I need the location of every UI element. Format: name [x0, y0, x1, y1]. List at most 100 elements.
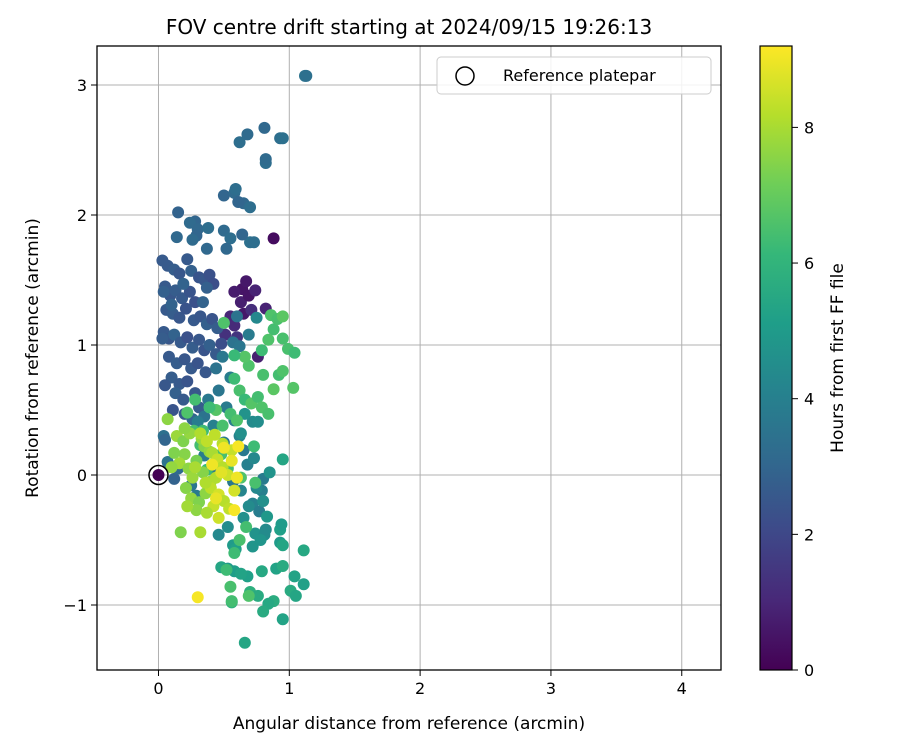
- data-point: [228, 484, 241, 497]
- data-point: [230, 414, 243, 427]
- data-point: [255, 565, 268, 578]
- data-point: [228, 372, 241, 385]
- x-tick-label: 2: [415, 679, 425, 698]
- data-point: [215, 337, 228, 350]
- legend-label-reference: Reference platepar: [503, 66, 656, 85]
- data-point: [193, 333, 206, 346]
- data-point: [200, 281, 213, 294]
- data-point: [297, 578, 310, 591]
- data-point: [224, 232, 237, 245]
- colorbar-tick-label: 4: [804, 390, 814, 409]
- data-point: [190, 504, 203, 517]
- data-point: [170, 231, 183, 244]
- data-point: [287, 381, 300, 394]
- data-point: [259, 523, 272, 536]
- data-point: [233, 136, 246, 149]
- data-point: [267, 232, 280, 245]
- data-point: [259, 153, 272, 166]
- y-axis-ticks: −1 0 1 2 3: [63, 76, 97, 615]
- chart-title: FOV centre drift starting at 2024/09/15 …: [166, 15, 652, 39]
- data-point: [233, 340, 246, 353]
- data-point: [181, 375, 194, 388]
- data-point: [200, 242, 213, 255]
- data-point: [207, 419, 220, 432]
- data-point: [249, 476, 262, 489]
- data-point: [247, 236, 260, 249]
- data-point: [255, 344, 268, 357]
- data-point: [233, 534, 246, 546]
- colorbar: 0 2 4 6 8 Hours from first FF file: [759, 45, 848, 680]
- data-point: [267, 323, 280, 336]
- data-point: [232, 440, 245, 453]
- data-point: [228, 319, 241, 332]
- data-point: [228, 547, 241, 559]
- data-point: [220, 242, 233, 255]
- data-point: [238, 636, 251, 649]
- data-point: [254, 534, 267, 546]
- data-point: [202, 222, 215, 234]
- data-point: [178, 353, 191, 366]
- data-point: [179, 482, 192, 494]
- data-point: [244, 201, 257, 214]
- data-point: [250, 311, 263, 324]
- data-point: [210, 362, 223, 375]
- colorbar-tick-label: 6: [804, 254, 814, 273]
- data-point: [172, 206, 185, 219]
- data-point: [217, 189, 230, 202]
- data-point: [178, 448, 191, 461]
- plot-frame: [96, 45, 722, 671]
- data-point: [261, 510, 274, 523]
- x-axis-ticks: 0 1 2 3 4: [153, 670, 687, 698]
- data-point: [300, 69, 313, 82]
- data-point: [240, 275, 253, 288]
- data-point: [263, 466, 276, 479]
- data-point: [228, 504, 241, 517]
- data-point: [177, 393, 190, 406]
- data-point: [276, 539, 289, 552]
- data-point: [249, 284, 262, 297]
- data-point: [225, 595, 238, 608]
- colorbar-gradient: [759, 45, 793, 671]
- data-point: [210, 492, 223, 505]
- data-point: [276, 132, 289, 145]
- data-point: [297, 544, 310, 557]
- legend-marker-reference: [455, 66, 475, 86]
- data-point: [276, 613, 289, 626]
- data-point: [173, 311, 186, 324]
- data-point: [159, 379, 172, 392]
- data-point: [203, 339, 216, 351]
- reference-point: [152, 469, 165, 481]
- data-point: [203, 268, 216, 281]
- colorbar-ticks: 0 2 4 6 8: [792, 118, 814, 680]
- data-point: [242, 359, 255, 372]
- data-point: [257, 495, 270, 507]
- data-point: [212, 511, 225, 524]
- data-point: [168, 446, 181, 459]
- data-point: [196, 296, 209, 309]
- data-point: [179, 302, 192, 315]
- data-point: [215, 466, 228, 479]
- plot-area: 0 1 2 3 4 −1 0 1 2 3: [63, 45, 722, 698]
- reference-marker: [148, 464, 169, 486]
- data-point: [289, 589, 302, 602]
- scatter-points: [156, 69, 313, 649]
- data-point: [267, 383, 280, 396]
- data-point: [225, 454, 238, 467]
- data-point: [194, 526, 207, 539]
- data-point: [236, 228, 249, 241]
- data-point: [191, 591, 204, 604]
- data-point: [156, 332, 169, 345]
- x-tick-label: 3: [546, 679, 556, 698]
- data-point: [212, 384, 225, 397]
- data-point: [216, 350, 229, 363]
- colorbar-tick-label: 0: [804, 661, 814, 680]
- plot-background: [97, 46, 721, 670]
- y-tick-label: −1: [63, 596, 87, 615]
- data-point: [181, 253, 194, 266]
- colorbar-tick-label: 2: [804, 525, 814, 544]
- data-point: [247, 440, 260, 453]
- data-point: [230, 310, 243, 323]
- data-point: [288, 570, 301, 583]
- data-point: [224, 580, 237, 593]
- data-point: [257, 368, 270, 381]
